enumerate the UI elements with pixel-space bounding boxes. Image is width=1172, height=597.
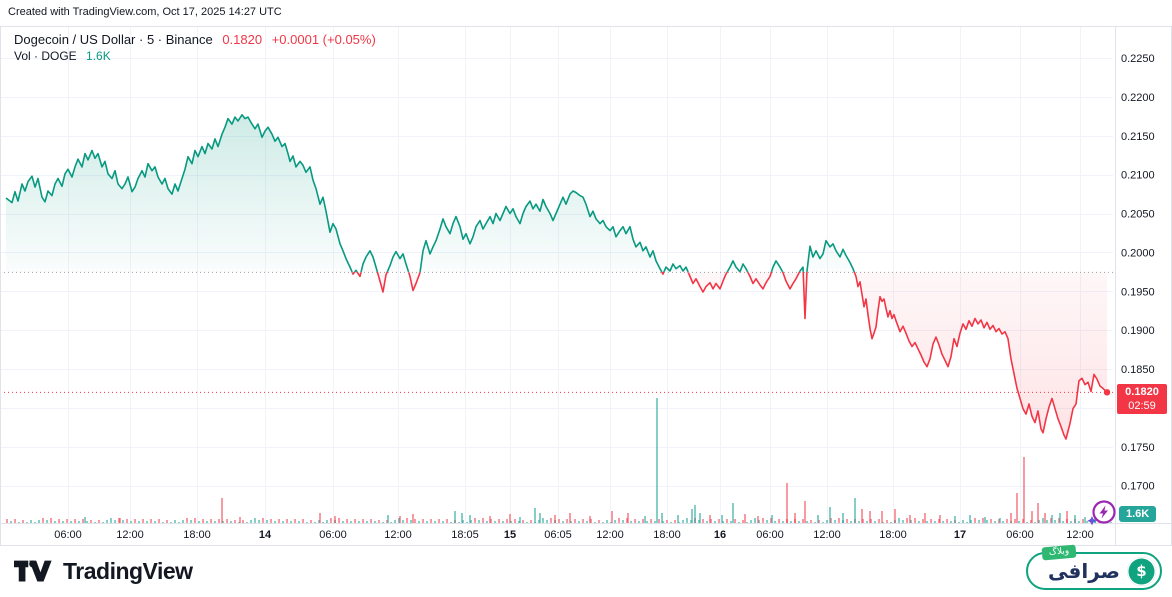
time-tick-label: 12:00 — [813, 529, 841, 541]
volume-study-label[interactable]: Vol · DOGE — [14, 49, 77, 63]
price-change-value: +0.0001 (+0.05%) — [271, 32, 376, 47]
partner-name: صرافی — [1048, 559, 1120, 583]
lightning-icon — [1099, 505, 1108, 519]
time-tick-label: 06:00 — [1006, 529, 1034, 541]
price-tick-label: 0.2100 — [1121, 170, 1155, 182]
last-price-badge: 0.1820 02:59 — [1117, 383, 1167, 414]
volume-study-value: 1.6K — [86, 49, 111, 63]
bar-countdown: 02:59 — [1128, 399, 1156, 412]
symbol-title[interactable]: Dogecoin / US Dollar · 5 · Binance — [14, 32, 213, 47]
tradingview-logo[interactable]: TradingView — [14, 558, 193, 585]
time-scale[interactable]: 06:00 12:00 18:00 14 06:00 12:00 18:05 15 06:05 1… — [54, 529, 1094, 541]
time-tick-label: 18:00 — [183, 529, 211, 541]
time-tick-label: 18:00 — [653, 529, 681, 541]
tradingview-wordmark: TradingView — [63, 558, 193, 584]
price-tick-label: 0.1700 — [1121, 481, 1155, 493]
price-tick-label: 0.1950 — [1121, 286, 1155, 298]
volume-value-badge: 1.6K — [1119, 506, 1157, 522]
time-tick-label: 06:00 — [54, 529, 82, 541]
time-tick-label: 18:00 — [879, 529, 907, 541]
time-tick-label: 18:05 — [451, 529, 479, 541]
time-tick-label: 12:00 — [384, 529, 412, 541]
time-tick-label: 12:00 — [1066, 529, 1094, 541]
price-tick-label: 0.1750 — [1121, 442, 1155, 454]
chart-legend: Dogecoin / US Dollar · 5 · Binance 0.182… — [14, 31, 376, 65]
price-tick-label: 0.2050 — [1121, 209, 1155, 221]
time-tick-label: 06:00 — [319, 529, 347, 541]
dollar-coin-icon: $ — [1127, 556, 1156, 586]
price-tick-label: 0.2200 — [1121, 92, 1155, 104]
time-tick-label: 14 — [259, 529, 272, 541]
price-tick-label: 0.1850 — [1121, 364, 1155, 376]
price-line — [5, 114, 1108, 440]
baseline-area-fill — [6, 114, 1107, 439]
boost-icon[interactable] — [1085, 497, 1119, 529]
time-tick-label: 15 — [504, 529, 516, 541]
price-scale[interactable]: 0.2250 0.2200 0.2150 0.2100 0.2050 0.2000 0.19… — [1121, 53, 1155, 493]
price-tick-label: 0.2000 — [1121, 247, 1155, 259]
volume-bars — [6, 398, 1112, 523]
time-tick-label: 12:00 — [116, 529, 144, 541]
time-tick-label: 06:05 — [544, 529, 572, 541]
last-price-badge-value: 0.1820 — [1125, 385, 1159, 398]
tradingview-mark-icon — [14, 559, 52, 582]
price-tick-label: 0.2150 — [1121, 131, 1155, 143]
time-tick-label: 17 — [954, 529, 966, 541]
time-tick-label: 12:00 — [596, 529, 624, 541]
partner-logo[interactable]: $ صرافی وبلاگ — [1026, 544, 1162, 590]
last-price-value: 0.1820 — [222, 32, 263, 47]
time-tick-label: 16 — [714, 529, 726, 541]
attribution-text: Created with TradingView.com, Oct 17, 20… — [8, 6, 282, 18]
price-tick-label: 0.2250 — [1121, 53, 1155, 65]
sparkle-icon — [1087, 516, 1097, 526]
price-tick-label: 0.1900 — [1121, 325, 1155, 337]
last-point-dot — [1103, 389, 1111, 396]
time-tick-label: 06:00 — [756, 529, 784, 541]
